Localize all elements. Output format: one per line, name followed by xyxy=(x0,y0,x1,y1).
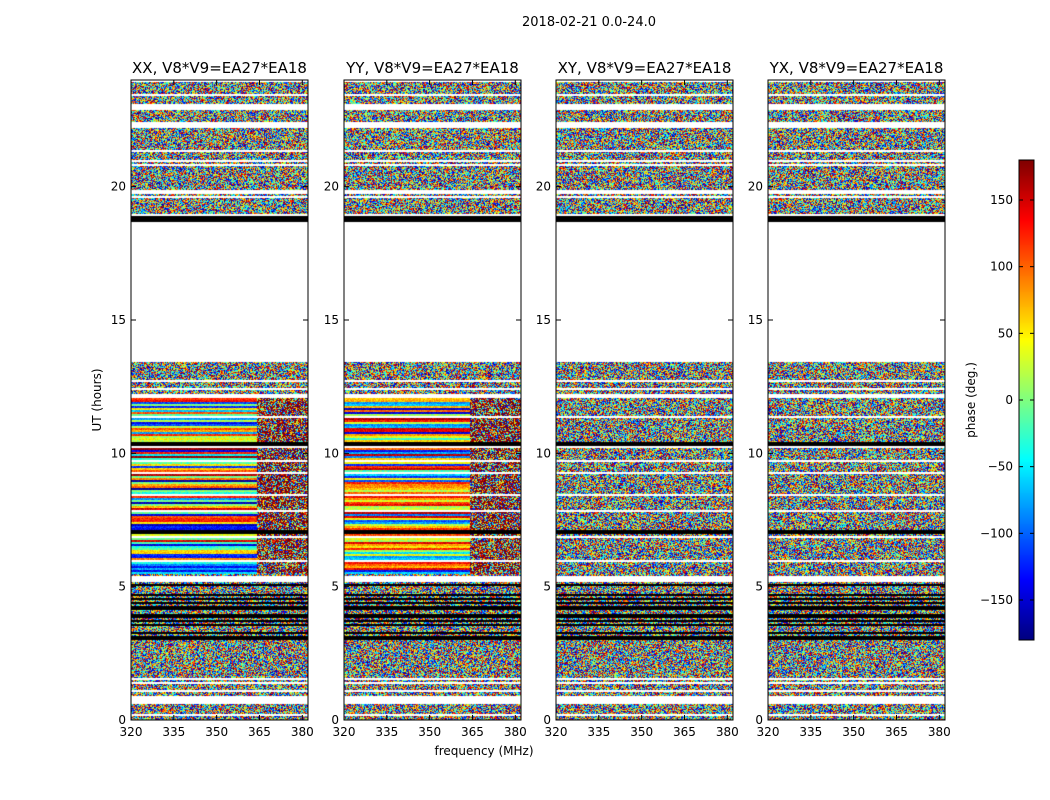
x-tick-label: 365 xyxy=(248,725,271,739)
y-tick-label: 15 xyxy=(748,313,763,327)
panel-title-xy: XY, V8*V9=EA27*EA18 xyxy=(558,59,732,77)
x-tick-label: 365 xyxy=(461,725,484,739)
y-tick-label: 5 xyxy=(118,580,126,594)
panel-title-yy: YY, V8*V9=EA27*EA18 xyxy=(345,59,519,77)
y-tick-label: 5 xyxy=(543,580,551,594)
x-tick-label: 335 xyxy=(375,725,398,739)
x-tick-label: 380 xyxy=(716,725,739,739)
panel-title-yx: YX, V8*V9=EA27*EA18 xyxy=(769,59,944,77)
colorbar-tick-label: 50 xyxy=(998,326,1013,340)
x-tick-label: 320 xyxy=(757,725,780,739)
x-tick-label: 335 xyxy=(799,725,822,739)
y-tick-label: 0 xyxy=(331,713,339,727)
y-tick-label: 10 xyxy=(111,446,126,460)
x-tick-label: 350 xyxy=(630,725,653,739)
colorbar-tick-label: −50 xyxy=(988,460,1013,474)
panel-frame xyxy=(555,79,734,721)
figure-title: 2018-02-21 0.0-24.0 xyxy=(522,15,656,30)
x-axis-label: frequency (MHz) xyxy=(434,744,533,758)
panel-frame xyxy=(767,79,946,721)
panels-group: XX, V8*V9=EA27*EA18 320 335 350 365 380 0 5 10 15… xyxy=(111,59,951,739)
x-tick-label: 350 xyxy=(205,725,228,739)
x-tick-label: 320 xyxy=(545,725,568,739)
x-tick-label: 320 xyxy=(120,725,143,739)
colorbar-label: phase (deg.) xyxy=(964,362,978,438)
colorbar: −150 −100 −50 0 50 100 150 xyxy=(980,159,1035,641)
y-tick-label: 10 xyxy=(748,446,763,460)
y-tick-label: 15 xyxy=(324,313,339,327)
colorbar-tick-label: 150 xyxy=(990,193,1013,207)
panel-xy: XY, V8*V9=EA27*EA18 320 335 350 365 380 0 5 10 15… xyxy=(536,59,739,739)
y-tick-label: 0 xyxy=(118,713,126,727)
y-tick-label: 10 xyxy=(324,446,339,460)
colorbar-tick-label: −100 xyxy=(980,526,1013,540)
y-tick-label: 20 xyxy=(324,180,339,194)
y-tick-label: 15 xyxy=(536,313,551,327)
y-tick-label: 20 xyxy=(536,180,551,194)
y-tick-label: 10 xyxy=(536,446,551,460)
y-tick-label: 0 xyxy=(543,713,551,727)
panel-yx: YX, V8*V9=EA27*EA18 320 335 350 365 380 0 5 10 15… xyxy=(748,59,951,739)
y-tick-label: 5 xyxy=(755,580,763,594)
colorbar-tick-label: 0 xyxy=(1005,393,1013,407)
panel-frame xyxy=(130,79,309,721)
x-tick-label: 380 xyxy=(291,725,314,739)
y-tick-label: 20 xyxy=(748,180,763,194)
x-tick-label: 350 xyxy=(842,725,865,739)
y-tick-label: 0 xyxy=(755,713,763,727)
x-tick-label: 380 xyxy=(504,725,527,739)
y-tick-label: 15 xyxy=(111,313,126,327)
x-tick-label: 365 xyxy=(885,725,908,739)
x-tick-label: 350 xyxy=(418,725,441,739)
x-tick-label: 365 xyxy=(673,725,696,739)
y-axis-label: UT (hours) xyxy=(90,368,104,431)
panel-frame xyxy=(343,79,522,721)
x-tick-label: 335 xyxy=(162,725,185,739)
x-tick-label: 380 xyxy=(928,725,951,739)
x-tick-label: 320 xyxy=(333,725,356,739)
x-tick-label: 335 xyxy=(587,725,610,739)
panel-title-xx: XX, V8*V9=EA27*EA18 xyxy=(132,59,307,77)
colorbar-tick-label: −150 xyxy=(980,593,1013,607)
y-tick-label: 5 xyxy=(331,580,339,594)
colorbar-tick-label: 100 xyxy=(990,260,1013,274)
panel-xx: XX, V8*V9=EA27*EA18 320 335 350 365 380 0 5 10 15… xyxy=(111,59,314,739)
panel-yy: YY, V8*V9=EA27*EA18 320 335 350 365 380 0 5 10 15… xyxy=(324,59,527,739)
y-tick-label: 20 xyxy=(111,180,126,194)
